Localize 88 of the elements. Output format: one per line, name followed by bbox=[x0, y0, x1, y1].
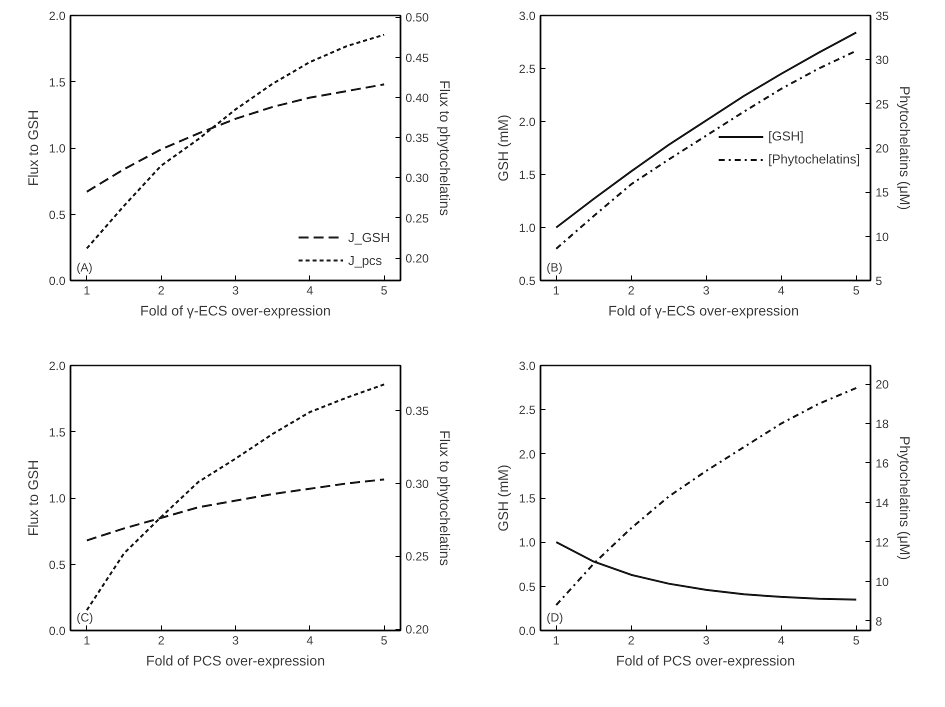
y-axis-title: GSH (mM) bbox=[494, 114, 511, 182]
y-tick-label: 0.5 bbox=[518, 274, 536, 288]
y-tick-label: 2.0 bbox=[518, 115, 536, 129]
x-tick-label: 5 bbox=[380, 634, 388, 648]
y2-axis-title: Phytochelatins (μM) bbox=[896, 436, 913, 560]
y-tick-label: 2.0 bbox=[48, 9, 66, 23]
y-tick-label: 1.0 bbox=[518, 221, 536, 235]
x-tick-label: 2 bbox=[158, 634, 165, 648]
legend-label: J_pcs bbox=[348, 252, 382, 268]
y2-tick-label: 18 bbox=[876, 417, 890, 432]
x-tick-label: 3 bbox=[232, 634, 240, 648]
y-tick-label: 2.0 bbox=[48, 359, 66, 373]
x-tick-label: 4 bbox=[306, 284, 314, 298]
x-tick-label: 1 bbox=[552, 634, 560, 648]
x-tick-label: 5 bbox=[380, 284, 388, 298]
y2-tick-label: 0.20 bbox=[406, 252, 430, 266]
y-axis-title: Flux to GSH bbox=[24, 110, 41, 186]
x-tick-label: 4 bbox=[778, 634, 785, 648]
y-tick-label: 1.5 bbox=[518, 492, 536, 506]
y2-tick-label: 0.25 bbox=[406, 550, 430, 564]
y-axis-title: Flux to GSH bbox=[24, 460, 41, 536]
y-tick-label: 0.0 bbox=[48, 624, 66, 638]
y2-tick-label: 8 bbox=[876, 614, 882, 628]
x-tick-label: 4 bbox=[306, 634, 314, 648]
legend-label: [Phytochelatins] bbox=[768, 152, 860, 166]
y2-tick-label: 0.30 bbox=[406, 476, 430, 491]
y-tick-label: 0.5 bbox=[48, 558, 66, 572]
x-tick-label: 2 bbox=[158, 284, 165, 298]
y2-tick-label: 0.25 bbox=[406, 211, 430, 226]
x-axis-title: Fold of γ-ECS over-expression bbox=[140, 302, 331, 318]
y-tick-label: 3.0 bbox=[518, 359, 536, 373]
y2-tick-label: 16 bbox=[876, 456, 890, 470]
y-axis-title: GSH (mM) bbox=[494, 464, 511, 532]
y2-tick-label: 20 bbox=[876, 378, 890, 392]
y2-axis-title: Phytochelatins (μM) bbox=[896, 86, 913, 210]
annotation: (D) bbox=[546, 610, 564, 624]
y2-tick-label: 10 bbox=[876, 574, 890, 589]
y2-tick-label: 0.35 bbox=[406, 131, 430, 146]
y2-tick-label: 35 bbox=[876, 9, 890, 23]
y2-tick-label: 12 bbox=[876, 535, 890, 550]
y2-tick-label: 10 bbox=[876, 230, 890, 244]
y-tick-label: 2.5 bbox=[518, 62, 536, 76]
legend-label: [GSH] bbox=[768, 128, 804, 144]
y2-axis-title: Flux to phytochelatins bbox=[436, 80, 453, 216]
y2-tick-label: 0.30 bbox=[406, 171, 430, 186]
x-tick-label: 3 bbox=[702, 634, 710, 648]
x-tick-label: 4 bbox=[778, 284, 785, 298]
x-tick-label: 2 bbox=[628, 284, 635, 298]
x-axis-title: Fold of PCS over-expression bbox=[616, 652, 795, 668]
y2-tick-label: 0.20 bbox=[406, 622, 430, 637]
legend-label: J_GSH bbox=[348, 230, 390, 244]
x-tick-label: 1 bbox=[552, 284, 560, 298]
y-tick-label: 1.5 bbox=[518, 168, 536, 182]
y-tick-label: 1.0 bbox=[48, 142, 66, 156]
x-tick-label: 3 bbox=[702, 284, 710, 298]
y-tick-label: 0.5 bbox=[48, 208, 66, 222]
y2-tick-label: 14 bbox=[876, 496, 890, 510]
y-tick-label: 2.5 bbox=[518, 403, 536, 418]
x-tick-label: 1 bbox=[84, 284, 91, 298]
y2-tick-label: 0.40 bbox=[406, 90, 430, 105]
x-tick-label: 1 bbox=[84, 634, 91, 648]
x-tick-label: 5 bbox=[852, 634, 860, 648]
x-tick-label: 3 bbox=[232, 284, 240, 298]
y2-tick-label: 0.35 bbox=[406, 404, 430, 418]
annotation: (A) bbox=[76, 260, 92, 274]
y-tick-label: 0.0 bbox=[518, 624, 536, 638]
annotation: (B) bbox=[546, 260, 562, 274]
annotation: (C) bbox=[76, 610, 94, 624]
y-tick-label: 1.0 bbox=[518, 536, 536, 550]
y2-tick-label: 5 bbox=[876, 274, 882, 288]
y-tick-label: 3.0 bbox=[518, 9, 536, 23]
y2-tick-label: 20 bbox=[876, 142, 890, 156]
x-axis-title: Fold of PCS over-expression bbox=[146, 652, 325, 668]
y-tick-label: 2.0 bbox=[518, 447, 536, 462]
y2-tick-label: 0.50 bbox=[406, 10, 430, 25]
y-tick-label: 1.0 bbox=[48, 492, 66, 506]
x-tick-label: 2 bbox=[628, 634, 635, 648]
y2-axis-title: Flux to phytochelatins bbox=[436, 430, 453, 566]
x-axis-title: Fold of γ-ECS over-expression bbox=[608, 302, 799, 318]
y-tick-label: 1.5 bbox=[48, 425, 66, 440]
y2-tick-label: 15 bbox=[876, 186, 890, 200]
y-tick-label: 0.0 bbox=[48, 274, 66, 288]
y2-tick-label: 0.45 bbox=[406, 50, 430, 65]
y2-tick-label: 25 bbox=[876, 97, 890, 112]
y-tick-label: 1.5 bbox=[48, 75, 66, 90]
y-tick-label: 0.5 bbox=[518, 580, 536, 594]
x-tick-label: 5 bbox=[852, 284, 860, 298]
y2-tick-label: 30 bbox=[876, 53, 890, 68]
